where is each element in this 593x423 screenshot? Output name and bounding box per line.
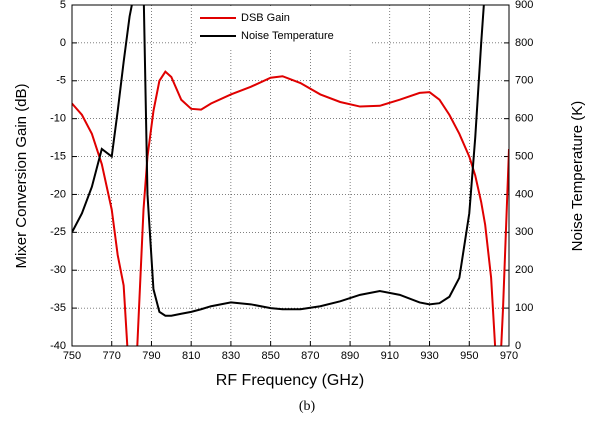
y-tick-label: -25: [50, 226, 66, 238]
y-axis-title: Mixer Conversion Gain (dB): [13, 83, 30, 268]
y-tick-label: -10: [50, 113, 66, 125]
legend-box: [196, 8, 372, 48]
y2-tick-label: 900: [515, 0, 533, 11]
x-axis-title: RF Frequency (GHz): [216, 372, 364, 389]
y2-tick-label: 800: [515, 37, 533, 49]
y2-tick-label: 700: [515, 75, 533, 87]
y2-tick-label: 500: [515, 150, 533, 162]
x-tick-label: 830: [222, 350, 240, 362]
y2-axis-title: Noise Temperature (K): [569, 101, 586, 252]
y-tick-label: -15: [50, 150, 66, 162]
y2-tick-label: 400: [515, 188, 533, 200]
legend-label: Noise Temperature: [241, 30, 334, 42]
series-line: [72, 5, 485, 317]
caption: (b): [299, 399, 316, 414]
x-tick-label: 850: [261, 350, 279, 362]
x-tick-label: 790: [142, 350, 160, 362]
plot-frame: [71, 4, 510, 347]
y-tick-label: -30: [50, 264, 66, 276]
x-tick-label: 890: [341, 350, 359, 362]
y-tick-label: 5: [60, 0, 66, 11]
y2-tick-label: 600: [515, 113, 533, 125]
y-tick-label: 0: [60, 37, 66, 49]
x-tick-label: 970: [500, 350, 518, 362]
x-tick-label: 910: [381, 350, 399, 362]
legend-label: DSB Gain: [241, 12, 290, 24]
y-tick-label: -40: [50, 340, 66, 352]
plot-area: [72, 5, 509, 346]
y2-tick-label: 200: [515, 264, 533, 276]
x-tick-label: 770: [103, 350, 121, 362]
x-tick-label: 810: [182, 350, 200, 362]
x-tick-label: 930: [420, 350, 438, 362]
y-tick-label: -20: [50, 188, 66, 200]
x-tick-label: 870: [301, 350, 319, 362]
y-tick-label: -35: [50, 302, 66, 314]
x-tick-label: 950: [460, 350, 478, 362]
y-tick-label: -5: [56, 75, 66, 87]
x-tick-label: 750: [63, 350, 81, 362]
y2-tick-label: 0: [515, 340, 521, 352]
y2-tick-label: 100: [515, 302, 533, 314]
series-line: [72, 70, 509, 346]
y2-tick-label: 300: [515, 226, 533, 238]
